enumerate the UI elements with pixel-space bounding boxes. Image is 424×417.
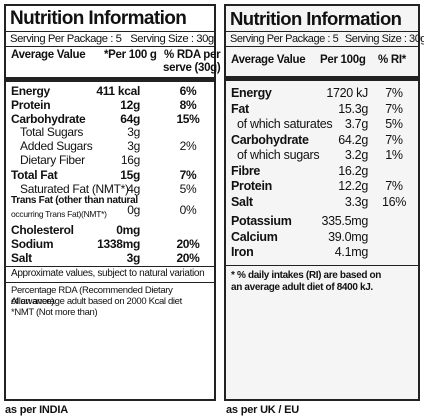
india-nutrient-rda: 20% [176, 251, 200, 265]
uk-footnote2: an average adult diet of 8400 kJ. [231, 281, 373, 293]
uk-nutrient-name: Carbohydrate [231, 132, 309, 147]
india-nutrient-rda: 8% [179, 97, 197, 112]
india-nutrient-name: Saturated Fat (NMT*) [20, 181, 129, 196]
india-nutrient-value: 1338mg [97, 237, 140, 252]
india-nutrient-name: Carbohydrate [11, 111, 86, 126]
uk-nutrient-name: Energy [231, 86, 272, 100]
uk-nutrient-name: Fibre [231, 163, 261, 178]
india-header-avg: Average Value [11, 49, 86, 61]
india-nutrient-value: 3g [127, 139, 140, 154]
uk-nutrient-value: 16.2g [338, 163, 368, 178]
india-nutrient-value: 0mg [116, 223, 140, 238]
india-nutrient-rda: 5% [179, 181, 197, 196]
india-nutrient-name: Sodium [11, 237, 54, 252]
uk-serving-package: Serving Per Package : 5 [230, 33, 339, 45]
uk-nutrition-panel: Nutrition Information Serving Per Packag… [224, 4, 424, 401]
india-nutrient-name: Dietary Fiber [20, 153, 85, 167]
uk-nutrient-value: 335.5mg [321, 214, 368, 228]
uk-caption: as per UK / EU [226, 404, 300, 416]
india-nutrient-value: 3g [127, 125, 140, 140]
uk-nutrient-name: Calcium [231, 229, 278, 244]
uk-footnote1: * % daily intakes (RI) are based on [231, 269, 382, 281]
india-nutrient-name: Cholesterol [11, 223, 74, 238]
india-nutrient-rda: 6% [179, 84, 197, 98]
uk-title: Nutrition Information [230, 8, 402, 29]
uk-nutrient-ri: 7% [385, 101, 403, 116]
india-nutrient-name: Added Sugars [20, 139, 93, 154]
uk-table: Average Value Per 100g % RI* Energy 1720 … [226, 46, 418, 401]
india-trans-fat-line1: Trans Fat (other than natural [11, 195, 138, 207]
uk-nutrient-value: 4.1mg [334, 245, 369, 259]
india-nutrient-value: 3g [126, 251, 141, 265]
india-approx-note: Approximate values, subject to natural v… [11, 267, 205, 279]
uk-nutrient-value: 3.7g [344, 117, 368, 131]
india-nutrient-rda: 2% [179, 139, 197, 154]
uk-nutrient-name: Fat [231, 101, 249, 116]
india-footnote1: Percentage RDA (Recommended Dietary Allo… [11, 284, 173, 307]
india-caption: as per INDIA [5, 404, 69, 416]
uk-nutrient-name: Iron [231, 245, 254, 259]
india-footnote2: of an average adult based on 2000 Kcal d… [11, 295, 182, 307]
india-trans-fat-rda: 0% [179, 203, 197, 218]
india-nutrient-rda: 15% [176, 111, 200, 126]
india-title: Nutrition Information [10, 8, 187, 29]
uk-nutrient-ri: 1% [385, 148, 403, 162]
india-header-rda1: % RDA per [164, 49, 221, 61]
india-nutrient-name: Salt [11, 251, 32, 265]
uk-header-per: Per 100g [320, 54, 366, 66]
india-footnote3: *NMT (Not more than) [11, 306, 98, 318]
india-table: Average Value *Per 100 g % RDA per serve… [6, 46, 221, 401]
uk-nutrient-ri: 7% [385, 132, 403, 147]
india-nutrient-rda: 7% [179, 167, 197, 182]
uk-nutrient-value: 39.0mg [328, 229, 368, 244]
uk-nutrient-ri: 5% [385, 117, 403, 131]
uk-header-avg: Average Value [231, 54, 306, 66]
india-nutrient-value: 4g [127, 181, 140, 196]
india-nutrient-value: 64g [120, 111, 140, 126]
uk-nutrient-ri: 7% [385, 179, 403, 193]
india-trans-fat-line2: occurring Trans Fat)(NMT*) [11, 209, 107, 220]
uk-nutrient-ri: 16% [381, 194, 407, 209]
uk-serving-size: Serving Size : 30g [344, 33, 424, 45]
uk-nutrient-value: 12.2g [338, 179, 368, 193]
india-nutrient-value: 411 kcal [96, 84, 140, 98]
india-nutrient-name: Total Fat [11, 167, 58, 182]
india-nutrient-name: Energy [11, 84, 50, 98]
uk-nutrient-name: Protein [231, 179, 272, 193]
uk-nutrient-value: 64.2g [338, 132, 368, 147]
india-nutrient-value: 12g [120, 97, 140, 112]
india-nutrient-value: 15g [120, 167, 140, 182]
india-header-rda2: serve (30g) [163, 62, 221, 74]
uk-nutrient-value: 3.3g [344, 194, 368, 209]
india-nutrient-value: 16g [120, 153, 140, 167]
india-header-per: *Per 100 g [104, 49, 157, 61]
uk-header-ri: % RI* [378, 54, 406, 66]
india-serving-size: Serving Size : 30g [130, 33, 214, 45]
india-nutrient-name: Protein [11, 97, 51, 112]
india-serving-line: Serving Per Package : 5 Serving Size : 3… [6, 31, 214, 46]
uk-nutrient-name: of which saturates [237, 117, 333, 131]
uk-nutrient-value: 3.2g [344, 148, 368, 162]
uk-nutrient-name: Potassium [231, 214, 292, 228]
india-nutrient-name: Total Sugars [20, 125, 84, 140]
india-nutrient-rda: 20% [176, 237, 200, 252]
uk-nutrient-value: 15.3g [338, 101, 368, 116]
india-serving-package: Serving Per Package : 5 [10, 33, 122, 45]
india-nutrition-panel: Nutrition Information Serving Per Packag… [4, 4, 221, 401]
uk-nutrient-value: 1720 kJ [326, 86, 368, 100]
uk-nutrient-name: Salt [231, 194, 253, 209]
uk-nutrient-name: of which sugars [237, 148, 320, 162]
uk-nutrient-ri: 7% [385, 86, 403, 100]
uk-serving-line: Serving Per Package : 5 Serving Size : 3… [226, 31, 424, 46]
india-trans-fat-value: 0g [127, 203, 140, 218]
